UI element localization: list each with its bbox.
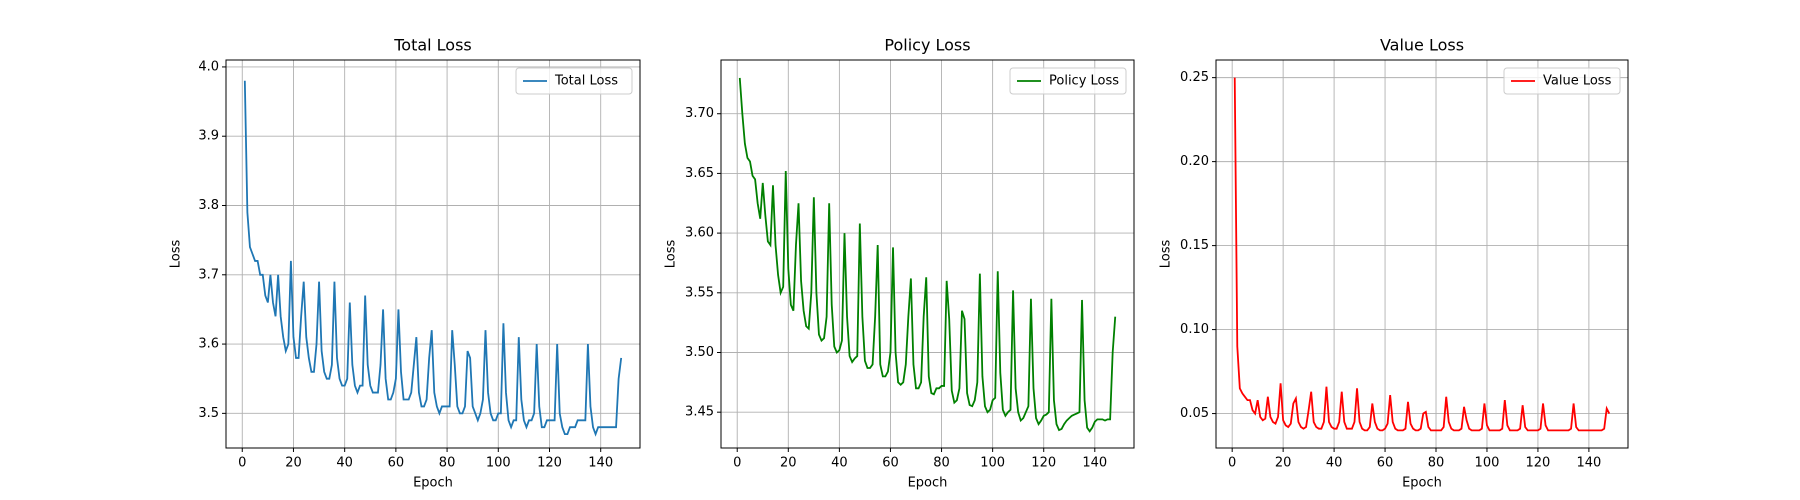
axes-frame [720, 59, 1135, 449]
y-tick-label: 3.60 [685, 226, 714, 241]
x-tick-label: 120 [1031, 456, 1056, 471]
x-tick-label: 80 [439, 456, 456, 471]
x-tick-label: 100 [486, 456, 511, 471]
x-tick-label: 20 [285, 456, 302, 471]
x-tick-label: 60 [882, 456, 899, 471]
x-axis-label: Epoch [1402, 476, 1442, 491]
subplot-title: Total Loss [393, 36, 472, 55]
axes-frame [1215, 59, 1629, 449]
x-tick-label: 0 [1228, 456, 1236, 471]
x-tick-label: 0 [733, 456, 741, 471]
subplot: Value Loss 0 20 40 60 80 100 120 140 0.05 0.10 0.15… [1159, 36, 1629, 491]
x-tick-label: 60 [388, 456, 405, 471]
y-tick-label: 3.6 [198, 337, 219, 352]
x-tick-label: 40 [336, 456, 353, 471]
x-tick-label: 120 [1526, 456, 1551, 471]
x-tick-label: 100 [980, 456, 1005, 471]
y-tick-label: 3.7 [198, 267, 219, 282]
x-tick-label: 140 [1576, 456, 1601, 471]
legend-label: Policy Loss [1049, 74, 1119, 89]
x-tick-label: 120 [537, 456, 562, 471]
x-tick-label: 140 [1082, 456, 1107, 471]
y-tick-label: 3.5 [198, 406, 219, 421]
y-tick-label: 0.20 [1180, 154, 1209, 169]
y-tick-label: 3.65 [685, 166, 714, 181]
legend-box [515, 67, 633, 95]
x-tick-label: 40 [1326, 456, 1343, 471]
y-axis-label: Loss [664, 240, 679, 269]
y-tick-label: 3.70 [685, 106, 714, 121]
y-tick-label: 0.15 [1180, 238, 1209, 253]
loss-line [1233, 77, 1611, 432]
y-tick-label: 3.50 [685, 345, 714, 360]
subplot: Total Loss 0 20 40 60 80 100 120 140 3.5 3.6 3.7 3.8… [169, 36, 641, 491]
x-tick-label: 140 [588, 456, 613, 471]
x-tick-label: 0 [238, 456, 246, 471]
x-tick-label: 60 [1377, 456, 1394, 471]
y-axis-label: Loss [169, 240, 184, 269]
x-tick-label: 40 [831, 456, 848, 471]
subplot: Policy Loss 0 20 40 60 80 100 120 140 3.45 3.50 3.5… [664, 36, 1135, 491]
y-tick-label: 3.9 [198, 129, 219, 144]
y-axis-label: Loss [1159, 240, 1174, 269]
y-tick-label: 0.25 [1180, 70, 1209, 85]
legend-label: Total Loss [554, 74, 618, 89]
y-tick-label: 3.45 [685, 405, 714, 420]
subplot-title: Value Loss [1380, 36, 1464, 55]
x-tick-label: 100 [1475, 456, 1500, 471]
x-tick-label: 80 [1428, 456, 1445, 471]
y-tick-label: 0.10 [1180, 322, 1209, 337]
y-tick-label: 4.0 [198, 59, 219, 74]
legend-box [1009, 67, 1127, 95]
legend-box [1503, 67, 1621, 95]
loss-line [243, 80, 623, 437]
legend-label: Value Loss [1543, 74, 1612, 89]
x-tick-label: 20 [780, 456, 797, 471]
y-tick-label: 0.05 [1180, 406, 1209, 421]
y-tick-label: 3.55 [685, 285, 714, 300]
y-tick-label: 3.8 [198, 198, 219, 213]
x-tick-label: 80 [933, 456, 950, 471]
axes-frame [225, 59, 641, 449]
loss-line [738, 77, 1117, 433]
x-axis-label: Epoch [413, 476, 453, 491]
x-tick-label: 20 [1275, 456, 1292, 471]
subplot-title: Policy Loss [884, 36, 970, 55]
x-axis-label: Epoch [908, 476, 948, 491]
